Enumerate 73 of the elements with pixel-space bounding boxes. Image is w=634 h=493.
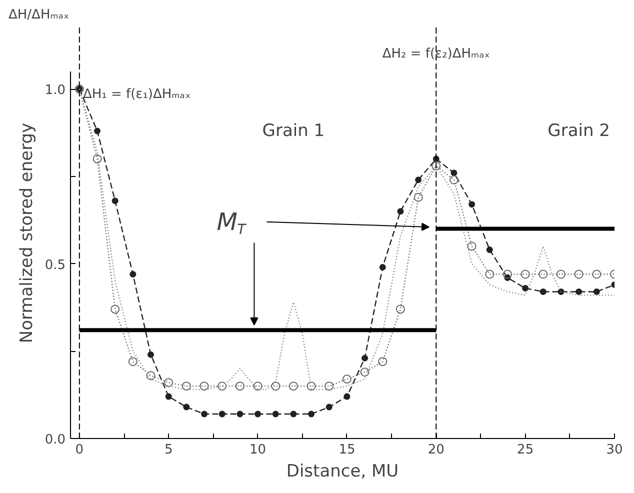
point bbox=[468, 201, 476, 208]
point bbox=[520, 270, 530, 279]
point bbox=[218, 382, 227, 391]
point bbox=[538, 270, 548, 279]
point bbox=[576, 288, 582, 295]
x-tick-label: 5 bbox=[164, 442, 173, 458]
point bbox=[397, 208, 404, 215]
point bbox=[164, 378, 174, 388]
point bbox=[236, 410, 244, 418]
point bbox=[308, 410, 315, 418]
point bbox=[271, 382, 280, 391]
point bbox=[344, 393, 350, 400]
annotation: ΔH₁ = f(ε₁)ΔHₘₐₓ bbox=[82, 86, 191, 102]
point bbox=[182, 382, 191, 391]
point bbox=[306, 382, 316, 391]
x-tick-label: 10 bbox=[250, 442, 266, 458]
point bbox=[379, 264, 386, 270]
point bbox=[272, 410, 279, 418]
point bbox=[253, 382, 262, 391]
point bbox=[522, 284, 529, 292]
annotation: Grain 1 bbox=[262, 120, 325, 141]
point bbox=[432, 161, 441, 170]
x-tick-label: 20 bbox=[428, 442, 444, 458]
y-tick-label: 1.0 bbox=[44, 83, 66, 98]
point bbox=[540, 288, 546, 295]
y-tick-label: 0.5 bbox=[44, 258, 66, 273]
point bbox=[201, 410, 208, 418]
point bbox=[574, 270, 584, 279]
point bbox=[146, 371, 156, 380]
point bbox=[92, 154, 102, 164]
x-tick-label: 25 bbox=[517, 442, 534, 458]
point bbox=[235, 382, 244, 391]
text: ΔH₂ = f(ε₂)ΔHₘₐₓ bbox=[382, 46, 490, 62]
point bbox=[112, 198, 118, 204]
y-tick-label: 0.0 bbox=[44, 432, 66, 448]
point bbox=[110, 304, 120, 314]
point bbox=[342, 374, 352, 384]
point bbox=[378, 357, 388, 366]
point bbox=[592, 270, 602, 279]
point bbox=[130, 270, 136, 278]
point bbox=[449, 175, 458, 184]
point bbox=[148, 351, 154, 358]
point bbox=[414, 192, 423, 202]
point bbox=[593, 288, 600, 295]
point bbox=[326, 404, 332, 410]
point bbox=[558, 288, 564, 295]
y-axis-title: Normalized stored energy bbox=[16, 122, 37, 344]
point bbox=[502, 270, 512, 279]
text: ΔH/ΔHₘₐₓ bbox=[8, 8, 70, 22]
point bbox=[128, 357, 138, 366]
x-tick-label: 15 bbox=[338, 442, 356, 458]
point bbox=[200, 382, 209, 391]
point bbox=[183, 404, 190, 410]
point bbox=[94, 128, 101, 134]
point bbox=[486, 246, 493, 254]
point bbox=[467, 242, 476, 251]
point bbox=[288, 382, 298, 391]
x-tick-label: 30 bbox=[606, 442, 623, 458]
point bbox=[218, 410, 226, 418]
point bbox=[324, 382, 334, 391]
point bbox=[485, 270, 494, 279]
point bbox=[396, 304, 405, 314]
point bbox=[556, 270, 566, 279]
point bbox=[290, 410, 297, 418]
x-tick-label: 0 bbox=[75, 442, 84, 458]
point bbox=[254, 410, 262, 418]
point bbox=[362, 354, 368, 362]
x-axis-title: Distance, MU bbox=[286, 462, 399, 482]
point bbox=[360, 368, 370, 377]
annotation: Grain 2 bbox=[548, 120, 610, 141]
point bbox=[165, 393, 172, 400]
point bbox=[415, 176, 422, 184]
point bbox=[450, 170, 458, 176]
